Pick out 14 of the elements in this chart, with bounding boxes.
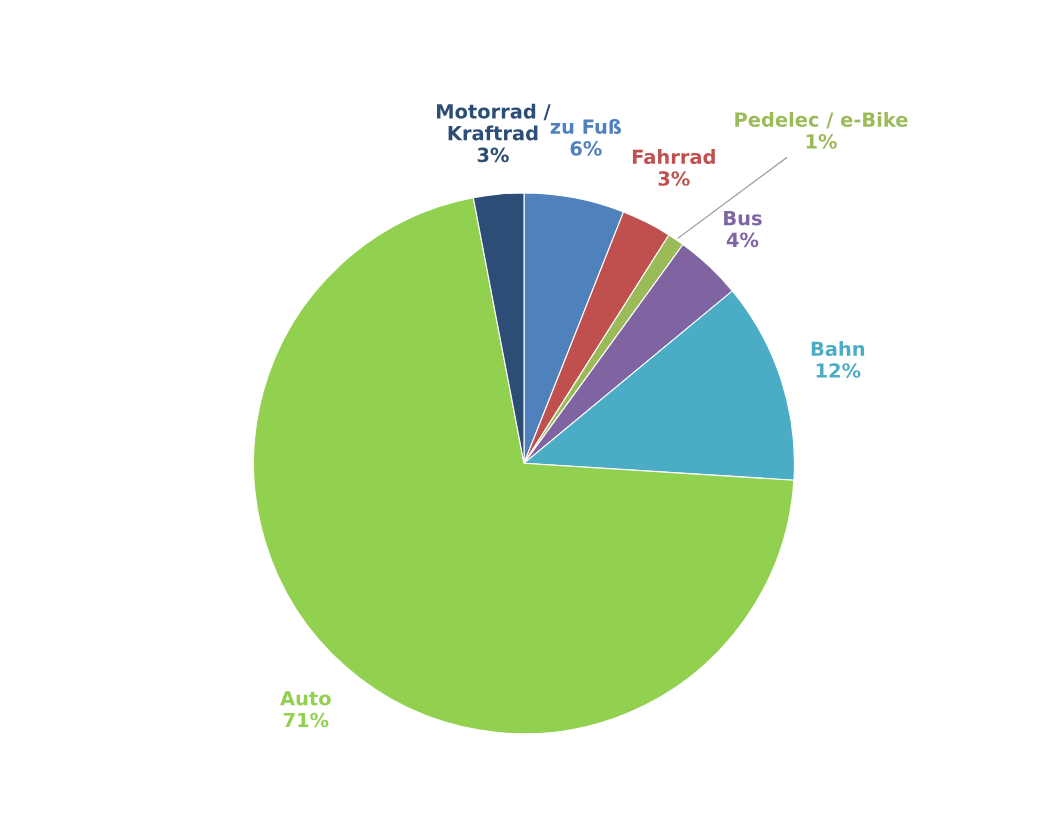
data-label: 6% <box>570 141 602 156</box>
slice-label: Bus <box>724 210 762 226</box>
data-label: 12% <box>816 363 861 378</box>
slice-label: Auto <box>280 691 331 706</box>
slice-label: Bahn <box>811 341 865 357</box>
data-label: 3% <box>477 147 509 163</box>
slice-label: zu Fuß <box>550 118 622 134</box>
data-label: 1% <box>806 133 837 149</box>
slice-label: Fahrrad <box>632 149 715 165</box>
data-label: 3% <box>658 171 690 186</box>
slice-label: Pedelec / e-Bike <box>735 111 908 129</box>
data-label: 71% <box>283 712 329 728</box>
data-label: 4% <box>726 232 759 248</box>
slice-label: Motorrad / Kraftrad <box>437 103 551 141</box>
